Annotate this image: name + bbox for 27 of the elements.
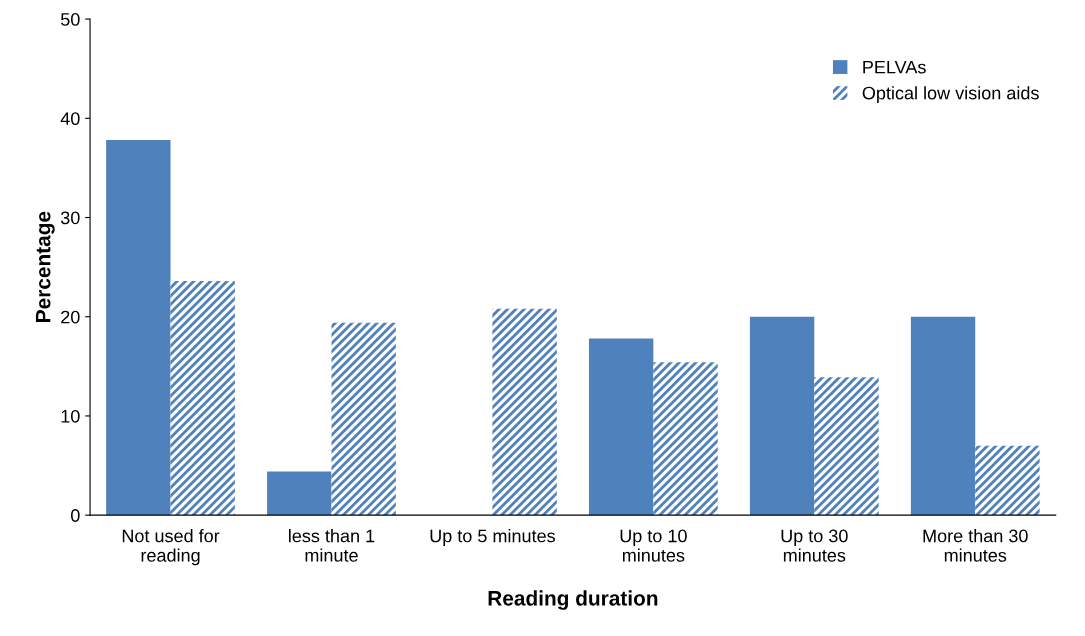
bar bbox=[910, 316, 976, 516]
bar bbox=[106, 140, 171, 516]
bar bbox=[267, 471, 332, 516]
bar bbox=[170, 281, 235, 516]
bar bbox=[814, 377, 879, 516]
legend-label: PELVAs bbox=[863, 60, 926, 74]
y-tick-label: 10 bbox=[61, 409, 80, 423]
y-tick-label: 20 bbox=[61, 310, 80, 324]
x-tick-label: Up to 10 minutes bbox=[620, 529, 687, 562]
legend-label: Optical low vision aids bbox=[862, 86, 1039, 104]
x-tick-label: Up to 5 minutes bbox=[430, 529, 555, 546]
y-axis-title: Percentage bbox=[35, 211, 55, 322]
x-tick-label: Not used for reading bbox=[122, 529, 220, 566]
bar bbox=[749, 316, 815, 516]
bar bbox=[492, 308, 557, 516]
x-tick-label: less than 1 minute bbox=[289, 529, 375, 562]
y-tick-label: 30 bbox=[60, 211, 80, 225]
x-axis-title: Reading duration bbox=[488, 590, 658, 610]
bar bbox=[588, 338, 654, 516]
y-tick-label: 40 bbox=[60, 112, 80, 126]
x-tick-label: More than 30 minutes bbox=[923, 529, 1028, 562]
bar bbox=[975, 445, 1040, 516]
y-tick-label: 0 bbox=[71, 509, 80, 522]
bar bbox=[653, 362, 718, 516]
bar bbox=[331, 322, 396, 516]
x-tick-label: Up to 30 minutes bbox=[781, 529, 848, 562]
y-tick-label: 50 bbox=[60, 13, 80, 26]
